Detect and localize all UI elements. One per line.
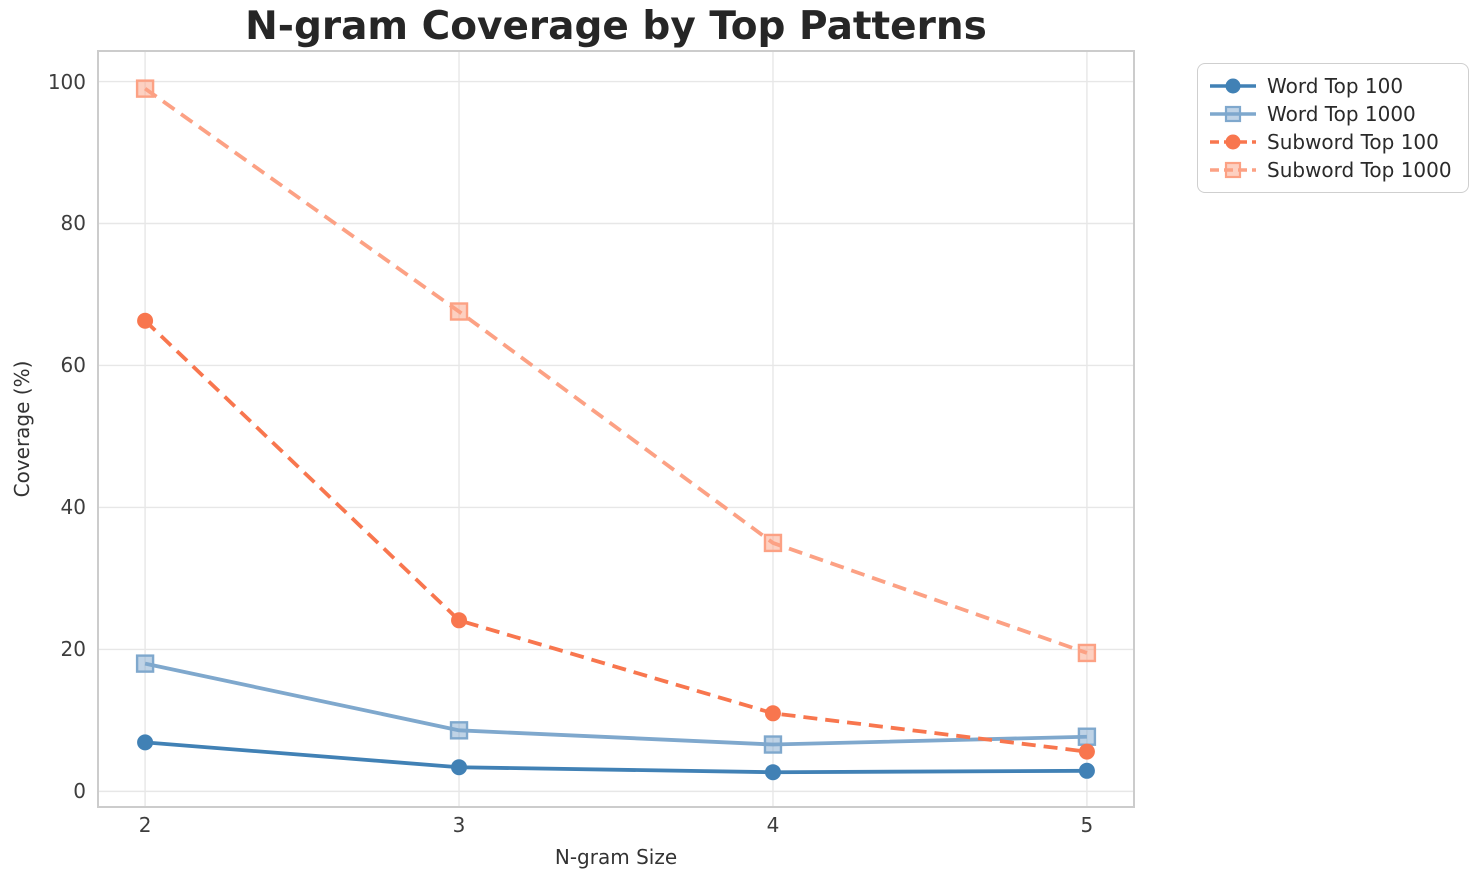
series-line-word-top-100 <box>144 740 1087 775</box>
marker-word-top-1000-x2 <box>135 654 155 673</box>
y-tick-label-100: 100 <box>47 69 86 94</box>
marker-word-top-100-x4 <box>764 764 781 781</box>
marker-word-top-1000-x3 <box>449 721 469 740</box>
marker-subword-top-1000-x3 <box>449 302 469 321</box>
legend-label: Subword Top 100 <box>1267 130 1439 154</box>
legend-circle-marker-icon <box>1210 78 1256 94</box>
y-tick-label-60: 60 <box>60 353 86 378</box>
marker-subword-top-1000-x2 <box>135 79 155 98</box>
marker-word-top-100-x2 <box>137 734 154 751</box>
marker-subword-top-100-x4 <box>764 705 781 722</box>
x-axis-label: N-gram Size <box>554 845 678 869</box>
marker-subword-top-1000-x5 <box>1077 643 1097 663</box>
legend-label: Word Top 1000 <box>1267 102 1416 126</box>
plot-border <box>97 50 1135 808</box>
legend-square-marker-icon <box>1210 105 1256 123</box>
legend-label: Subword Top 1000 <box>1267 158 1452 182</box>
marker-word-top-100-x3 <box>451 759 468 776</box>
y-tick-label-80: 80 <box>60 211 86 236</box>
legend-square-marker-icon <box>1210 161 1256 179</box>
legend-item-subword-top-1000: Subword Top 1000 <box>1209 156 1452 184</box>
legend: Word Top 100 Word Top 1000 Subword Top 100… <box>1197 63 1469 193</box>
x-tick-label-5: 5 <box>1080 813 1094 837</box>
x-tick-label-2: 2 <box>138 813 152 837</box>
y-tick-label-0: 0 <box>73 779 86 804</box>
marker-subword-top-100-x5 <box>1078 743 1095 760</box>
series-line-subword-top-1000 <box>143 87 1088 655</box>
legend-circle-marker-icon <box>1210 134 1256 150</box>
chart-title: N-gram Coverage by Top Patterns <box>245 4 987 49</box>
y-axis-label: Coverage (%) <box>10 360 34 498</box>
y-tick-label-20: 20 <box>60 637 86 662</box>
marker-subword-top-1000-x4 <box>763 533 783 553</box>
x-tick-label-4: 4 <box>766 813 780 837</box>
marker-subword-top-100-x2 <box>137 312 154 329</box>
series-line-subword-top-100 <box>143 319 1088 754</box>
x-tick-label-3: 3 <box>452 813 466 837</box>
legend-item-subword-top-100: Subword Top 100 <box>1209 128 1452 156</box>
legend-item-word-top-1000: Word Top 1000 <box>1209 100 1452 128</box>
legend-label: Word Top 100 <box>1267 74 1404 98</box>
marker-word-top-1000-x4 <box>763 735 783 754</box>
marker-word-top-1000-x5 <box>1077 727 1097 746</box>
legend-item-word-top-100: Word Top 100 <box>1209 72 1452 100</box>
series-line-word-top-1000 <box>144 661 1087 747</box>
marker-word-top-100-x5 <box>1078 762 1095 779</box>
marker-subword-top-100-x3 <box>451 612 468 629</box>
y-tick-label-40: 40 <box>60 495 86 520</box>
